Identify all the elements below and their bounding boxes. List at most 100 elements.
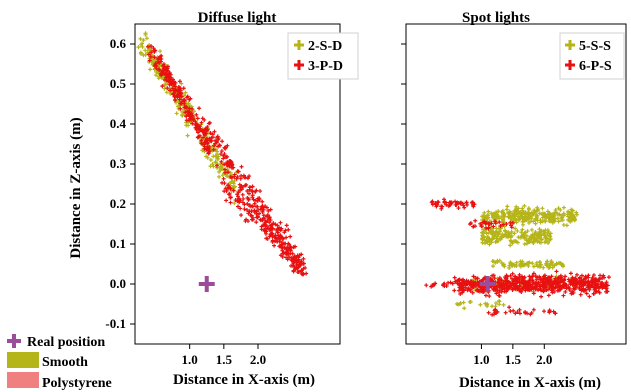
scatter-point bbox=[230, 162, 235, 167]
scatter-point bbox=[267, 228, 272, 233]
scatter-point bbox=[487, 242, 492, 247]
scatter-point bbox=[240, 200, 245, 205]
scatter-point bbox=[551, 280, 556, 285]
scatter-point bbox=[295, 266, 300, 271]
scatter-point bbox=[461, 203, 466, 208]
scatter-point bbox=[533, 280, 538, 285]
scatter-point bbox=[534, 277, 539, 282]
scatter-point bbox=[163, 82, 168, 87]
scatter-point bbox=[433, 201, 438, 206]
scatter-point bbox=[242, 175, 247, 180]
scatter-point bbox=[568, 219, 573, 224]
scatter-point bbox=[495, 288, 500, 293]
scatter-point bbox=[424, 283, 429, 288]
scatter-point bbox=[274, 227, 279, 232]
scatter-point bbox=[181, 86, 186, 91]
scatter-point bbox=[533, 221, 538, 226]
scatter-point bbox=[299, 261, 304, 266]
scatter-point bbox=[280, 236, 285, 241]
scatter-point bbox=[497, 290, 502, 295]
scatter-point bbox=[577, 285, 582, 290]
scatter-point bbox=[598, 273, 603, 278]
scatter-point bbox=[483, 293, 488, 298]
scatter-point bbox=[470, 290, 475, 295]
scatter-point bbox=[456, 288, 461, 293]
scatter-point bbox=[529, 310, 534, 315]
y-tick-label: 0.0 bbox=[110, 276, 126, 291]
scatter-point bbox=[149, 44, 154, 49]
scatter-point bbox=[242, 202, 247, 207]
scatter-point bbox=[455, 281, 460, 286]
scatter-point bbox=[248, 204, 253, 209]
scatter-point bbox=[508, 220, 513, 225]
scatter-point bbox=[186, 101, 191, 106]
polystyrene-label: Polystyrene bbox=[42, 376, 112, 391]
scatter-point bbox=[550, 290, 555, 295]
scatter-point bbox=[288, 251, 293, 256]
scatter-point bbox=[512, 278, 517, 283]
legend-plus-icon bbox=[294, 60, 304, 70]
scatter-point bbox=[517, 262, 522, 267]
scatter-point bbox=[239, 164, 244, 169]
scatter-point bbox=[504, 276, 509, 281]
scatter-point bbox=[505, 204, 510, 209]
scatter-point bbox=[220, 139, 225, 144]
scatter-point bbox=[522, 275, 527, 280]
scatter-point bbox=[246, 211, 251, 216]
scatter-point bbox=[218, 152, 223, 157]
scatter-point bbox=[516, 235, 521, 240]
scatter-point bbox=[553, 311, 558, 316]
scatter-point bbox=[506, 279, 511, 284]
scatter-point bbox=[530, 282, 535, 287]
scatter-point bbox=[492, 312, 497, 317]
scatter-point bbox=[253, 189, 258, 194]
scatter-point bbox=[138, 51, 143, 56]
scatter-point bbox=[504, 289, 509, 294]
scatter-point bbox=[455, 278, 460, 283]
scatter-point bbox=[553, 281, 558, 286]
scatter-point bbox=[234, 176, 239, 181]
scatter-point bbox=[527, 214, 532, 219]
scatter-point bbox=[587, 282, 592, 287]
x-tick-label: 1.5 bbox=[505, 352, 522, 367]
scatter-point bbox=[498, 223, 503, 228]
scatter-point bbox=[158, 49, 163, 54]
scatter-point bbox=[591, 281, 596, 286]
scatter-point bbox=[546, 241, 551, 246]
scatter-point bbox=[165, 86, 170, 91]
plot-frame-spot bbox=[405, 23, 627, 345]
scatter-point bbox=[541, 289, 546, 294]
scatter-point bbox=[178, 90, 183, 95]
scatter-point bbox=[572, 217, 577, 222]
scatter-point bbox=[148, 67, 153, 72]
legend-label: 2-S-D bbox=[308, 39, 342, 54]
scatter-point bbox=[279, 226, 284, 231]
scatter-point bbox=[591, 291, 596, 296]
scatter-point bbox=[491, 273, 496, 278]
legend-label: 5-S-S bbox=[579, 39, 611, 54]
scatter-point bbox=[285, 247, 290, 252]
scatter-point bbox=[265, 236, 270, 241]
scatter-point bbox=[223, 155, 228, 160]
scatter-point bbox=[514, 264, 519, 269]
scatter-point bbox=[600, 280, 605, 285]
scatter-point bbox=[508, 309, 513, 314]
scatter-point bbox=[164, 90, 169, 95]
scatter-point bbox=[583, 274, 588, 279]
scatter-point bbox=[515, 276, 520, 281]
scatter-point bbox=[510, 282, 515, 287]
scatter-point bbox=[210, 135, 215, 140]
scatter-point bbox=[475, 287, 480, 292]
scatter-point bbox=[206, 150, 211, 155]
scatter-point bbox=[542, 240, 547, 245]
scatter-point bbox=[259, 224, 264, 229]
scatter-point bbox=[547, 233, 552, 238]
scatter-point bbox=[512, 231, 517, 236]
scatter-point bbox=[247, 185, 252, 190]
scatter-point bbox=[503, 229, 508, 234]
scatter-point bbox=[458, 291, 463, 296]
legend-plus-icon bbox=[565, 40, 575, 50]
scatter-point bbox=[288, 244, 293, 249]
x-tick-label: 1.5 bbox=[216, 352, 233, 367]
scatter-point bbox=[531, 307, 536, 312]
